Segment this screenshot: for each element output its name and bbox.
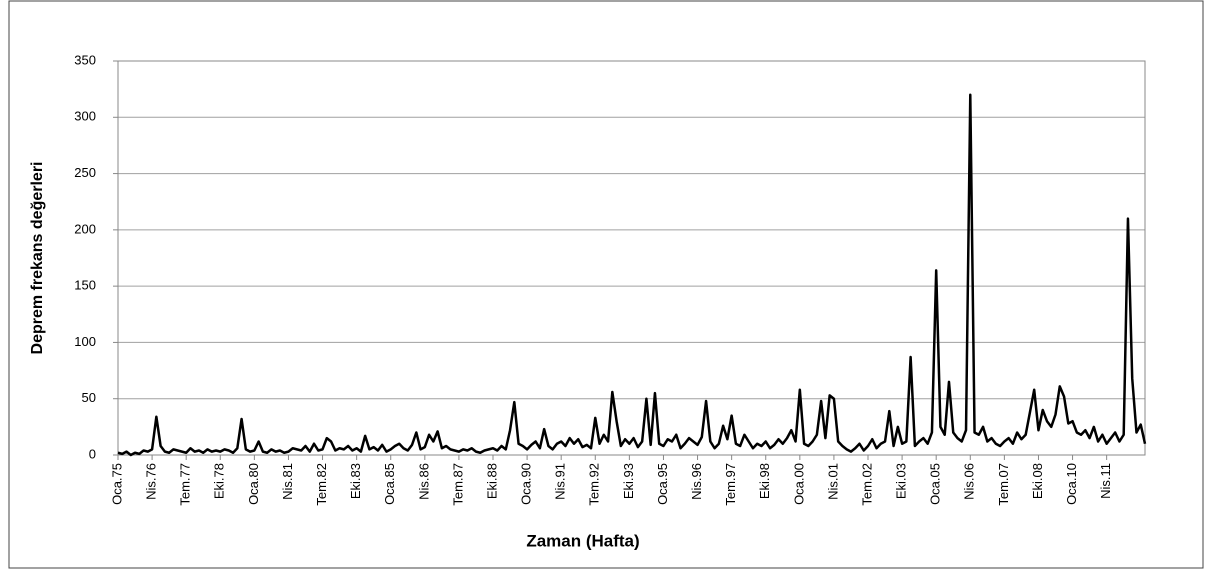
x-tick-label: Tem.07 (996, 463, 1011, 506)
x-tick-label: Nis.81 (280, 463, 295, 500)
x-axis-title: Zaman (Hafta) (526, 531, 639, 550)
x-tick-label: Nis.86 (416, 463, 431, 500)
y-tick-label: 350 (74, 52, 96, 67)
y-axis-title: Deprem frekans değerleri (29, 162, 46, 355)
x-tick-label: Eki.83 (348, 463, 363, 499)
data-line (117, 93, 1147, 457)
x-tick-label: Oca.95 (655, 463, 670, 505)
x-tick-label: Oca.05 (928, 463, 943, 505)
y-tick-label: 250 (74, 165, 96, 180)
y-tick-label: 150 (74, 278, 96, 293)
y-tick-label: 100 (74, 334, 96, 349)
x-tick-label: Eki.78 (212, 463, 227, 499)
x-tick-label: Eki.93 (621, 463, 636, 499)
x-tick-label: Nis.11 (1098, 463, 1113, 499)
x-tick-label: Tem.92 (587, 463, 602, 506)
x-tick-label: Nis.91 (553, 463, 568, 500)
frame (8, 0, 1204, 569)
x-tick-label: Eki.98 (757, 463, 772, 499)
x-tick-label: Eki.03 (894, 463, 909, 499)
x-tick-label: Tem.02 (859, 463, 874, 506)
x-tick-label: Nis.96 (689, 463, 704, 500)
y-tick-label: 50 (82, 390, 96, 405)
x-tick-label: Oca.75 (109, 463, 124, 505)
y-tick-label: 0 (89, 446, 96, 461)
y-tick-label: 200 (74, 221, 96, 236)
x-tick-label: Tem.87 (450, 463, 465, 506)
x-tick-label: Tem.97 (723, 463, 738, 506)
x-tick-label: Oca.10 (1064, 463, 1079, 505)
plot-border (117, 60, 1146, 456)
x-tick-label: Oca.90 (519, 463, 534, 505)
x-tick-label: Oca.00 (791, 463, 806, 505)
x-tick-label: Eki.88 (484, 463, 499, 499)
y-tick-label: 300 (74, 109, 96, 124)
x-tick-label: Nis.01 (825, 463, 840, 500)
x-tick-label: Nis.76 (144, 463, 159, 500)
x-tick-label: Oca.85 (382, 463, 397, 505)
x-tick-label: Nis.06 (962, 463, 977, 500)
x-tick-label: Eki.08 (1030, 463, 1045, 499)
x-tick-label: Oca.80 (246, 463, 261, 505)
x-tick-label: Tem.77 (178, 463, 193, 506)
x-tick-label: Tem.82 (314, 463, 329, 506)
